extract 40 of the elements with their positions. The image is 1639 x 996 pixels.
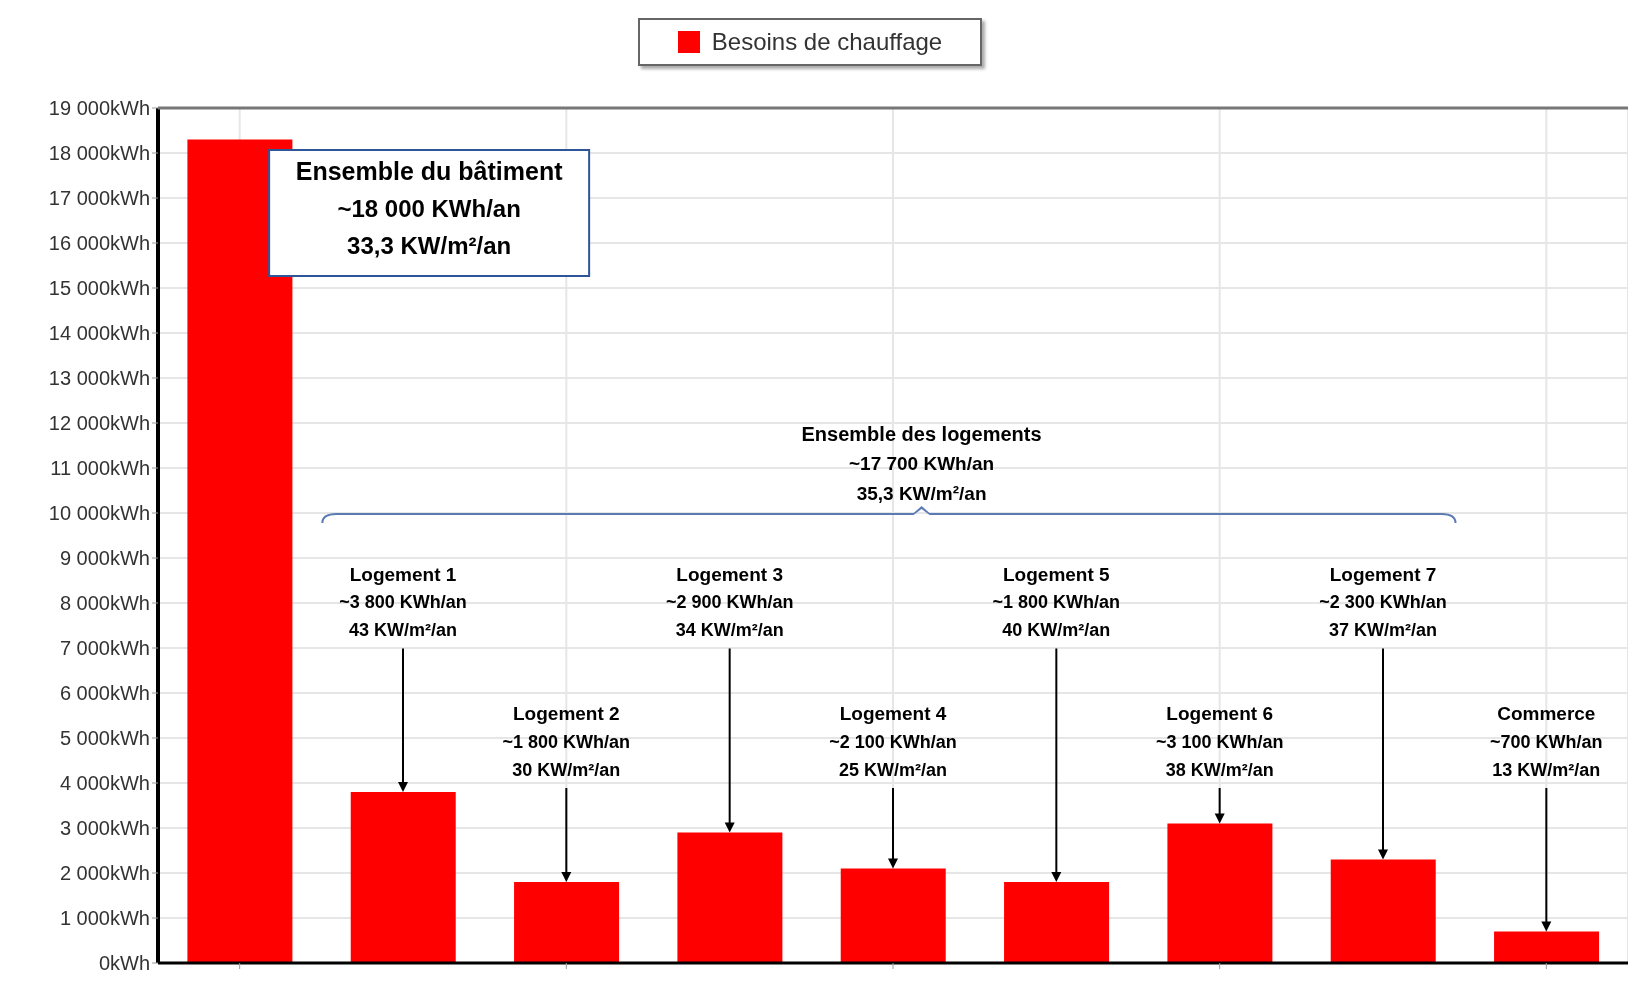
annotation: Logement 5 ~1 800 KWh/an 40 KW/m²/an	[992, 563, 1121, 641]
annotation: Commerce ~700 KWh/an 13 KW/m²/an	[1490, 703, 1603, 780]
y-tick-label: 15 000kWh	[48, 277, 150, 300]
legend-label: Besoins de chauffage	[711, 28, 943, 56]
y-tick-label: 8 000kWh	[59, 592, 150, 615]
y-tick-label: 12 000kWh	[48, 412, 150, 435]
y-tick-label: 14 000kWh	[48, 322, 150, 345]
bar	[187, 139, 293, 963]
y-tick-label: 3 000kWh	[59, 817, 150, 840]
annotation: Logement 2 ~1 800 KWh/an 30 KW/m²/an	[502, 703, 631, 780]
y-tick-label: 13 000kWh	[48, 367, 150, 390]
annotation: Ensemble du bâtiment ~18 000 KWh/an 33,3 KW/m²/an	[295, 157, 564, 260]
y-tick-label: 9 000kWh	[59, 547, 150, 570]
annotation: Logement 3 ~2 900 KWh/an 34 KW/m²/an	[665, 563, 794, 641]
bar	[1167, 823, 1273, 963]
y-tick-label: 1 000kWh	[59, 907, 150, 930]
y-tick-label: 7 000kWh	[59, 637, 150, 660]
y-tick-label: 18 000kWh	[48, 142, 150, 165]
bar	[677, 832, 783, 963]
y-tick-label: 6 000kWh	[59, 682, 150, 705]
y-tick-label: 11 000kWh	[50, 457, 150, 480]
y-tick-label: 2 000kWh	[59, 862, 150, 885]
bar	[1330, 859, 1436, 963]
y-tick-label: 17 000kWh	[48, 187, 150, 210]
annotation: Logement 4 ~2 100 KWh/an 25 KW/m²/an	[829, 703, 957, 780]
bar	[1004, 882, 1110, 963]
bar	[1494, 931, 1600, 963]
annotation: Logement 6 ~3 100 KWh/an 38 KW/m²/an	[1155, 703, 1284, 780]
bar	[350, 792, 456, 963]
y-tick-label: 5 000kWh	[59, 727, 150, 750]
annotation: Ensemble des logements ~17 700 KWh/an 35,3 KW/m²/an	[801, 423, 1042, 504]
annotation: Logement 1 ~3 800 KWh/an 43 KW/m²/an	[339, 563, 467, 641]
y-tick-label: 10 000kWh	[48, 502, 150, 525]
y-tick-label: 19 000kWh	[48, 97, 150, 120]
y-tick-label: 16 000kWh	[48, 232, 150, 255]
annotation: Logement 7 ~2 300 KWh/an 37 KW/m²/an	[1319, 563, 1447, 641]
y-tick-label: 4 000kWh	[59, 772, 150, 795]
bar	[514, 882, 620, 963]
y-tick-label: 0kWh	[98, 952, 150, 975]
bar	[840, 868, 946, 963]
